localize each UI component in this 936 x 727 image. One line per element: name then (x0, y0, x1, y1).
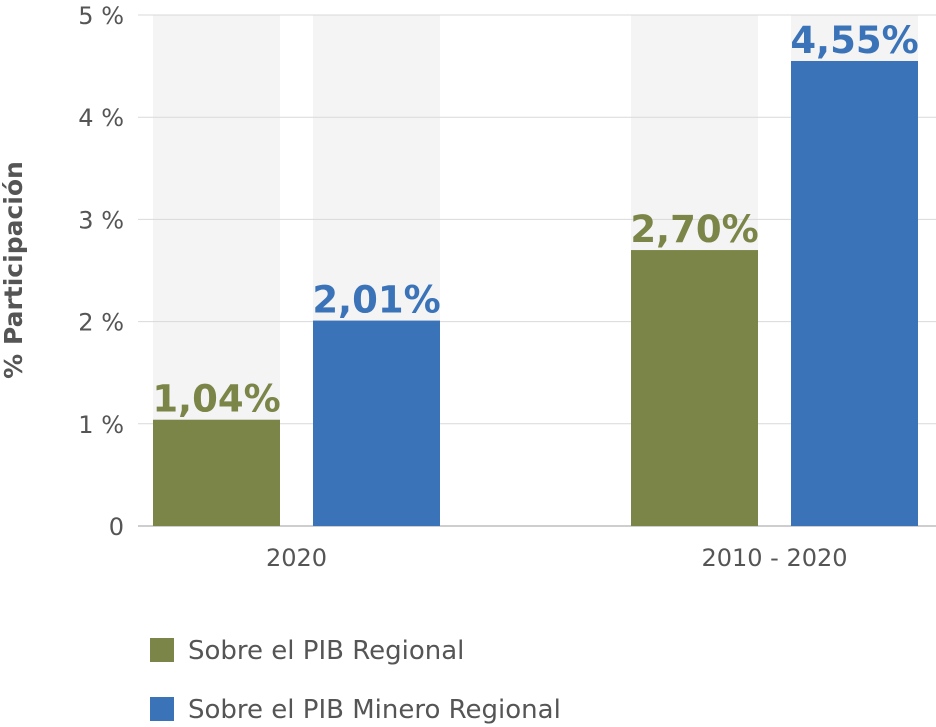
y-tick-label: 5 % (78, 2, 124, 30)
y-tick-label: 2 % (78, 309, 124, 337)
bars (153, 60, 918, 527)
y-tick-label: 1 % (78, 411, 124, 439)
y-axis-ticks: 0 1 % 2 % 3 % 4 % 5 % (78, 2, 124, 541)
bar (791, 60, 918, 527)
data-label: 4,55% (790, 19, 918, 62)
legend-swatch-regional (150, 638, 174, 662)
bar (631, 250, 758, 526)
bar (153, 419, 280, 526)
data-label: 1,04% (152, 378, 280, 421)
y-tick-label: 4 % (78, 104, 124, 132)
bar (313, 320, 440, 526)
y-tick-label: 0 (109, 513, 124, 541)
data-label: 2,70% (630, 208, 758, 251)
x-category-label: 2020 (266, 544, 327, 572)
legend: Sobre el PIB Regional Sobre el PIB Miner… (150, 636, 561, 725)
y-tick-label: 3 % (78, 206, 124, 234)
x-axis-categories: 2020 2010 - 2020 (266, 544, 848, 572)
y-axis-label: % Participación (0, 161, 28, 379)
data-label: 2,01% (312, 279, 440, 322)
x-category-label: 2010 - 2020 (701, 544, 847, 572)
legend-swatch-minero-regional (150, 697, 174, 721)
legend-label-regional: Sobre el PIB Regional (188, 636, 464, 666)
data-labels: 1,04% 2,01% 2,70% 4,55% (152, 19, 918, 421)
legend-label-minero-regional: Sobre el PIB Minero Regional (188, 695, 561, 725)
